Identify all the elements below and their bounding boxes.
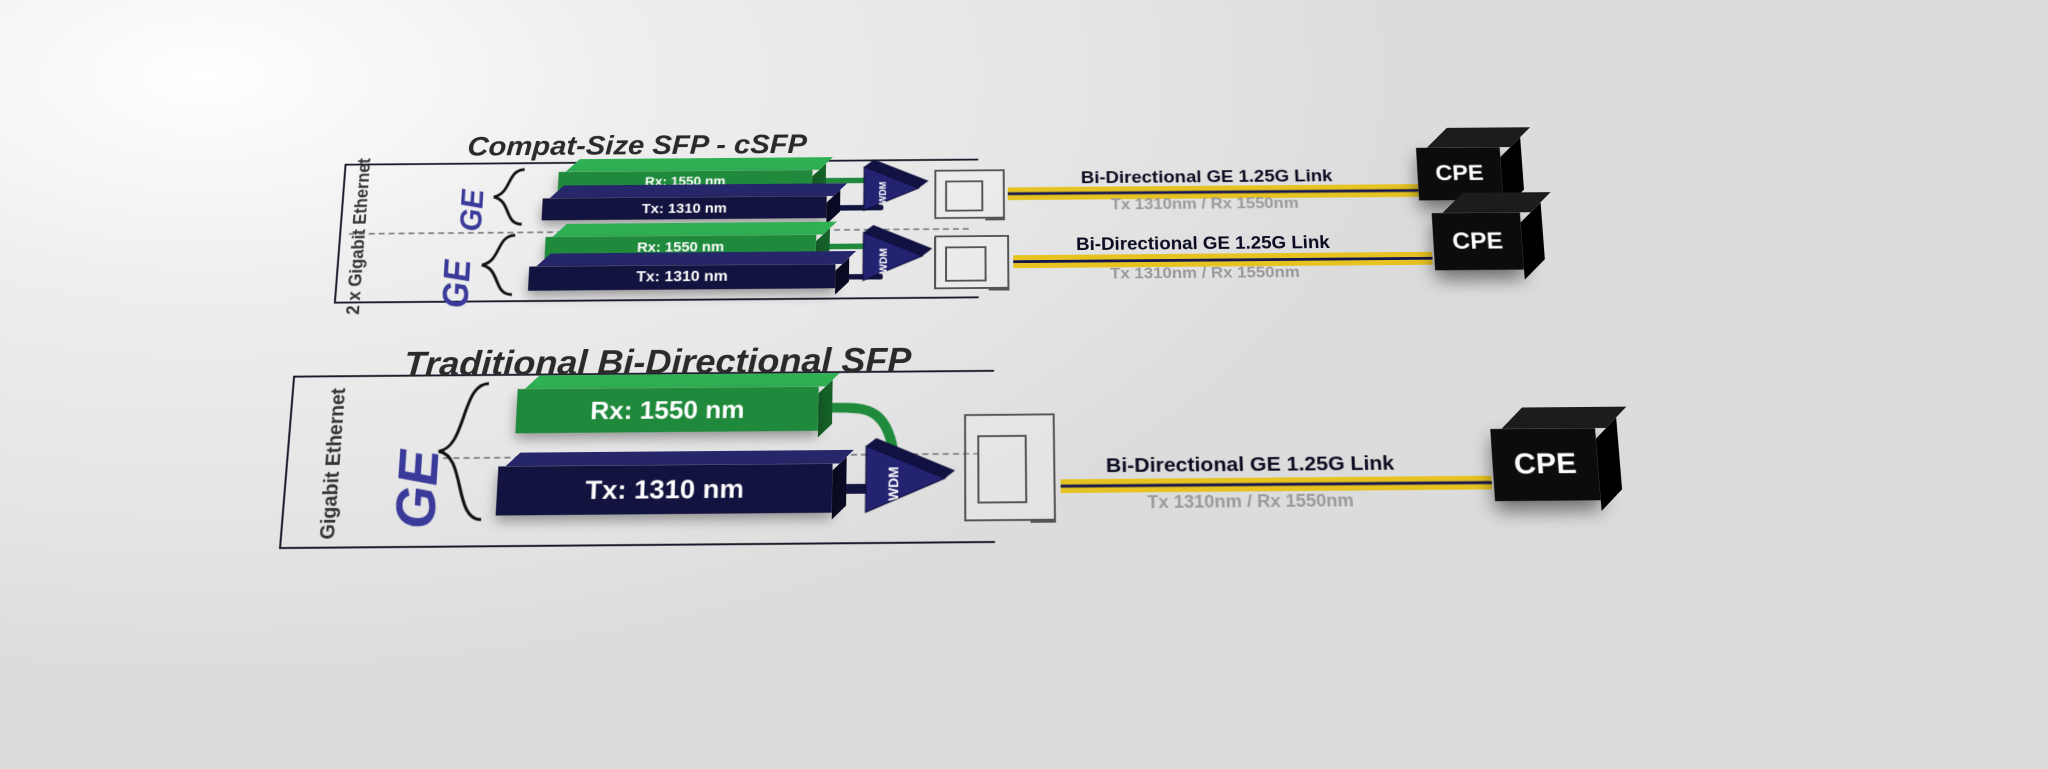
bar-label: Tx: 1310 nm xyxy=(542,196,827,220)
fiber-connector xyxy=(964,413,1056,521)
transceiver-bar: Tx: 1310 nm xyxy=(496,463,833,515)
cpe-label: CPE xyxy=(1490,428,1601,501)
transceiver-bar: Tx: 1310 nm xyxy=(542,196,827,220)
bar-label: Tx: 1310 nm xyxy=(528,264,835,291)
wdm-label: WDM xyxy=(878,181,889,204)
panel-title: Compat-Size SFP - cSFP xyxy=(467,129,808,162)
wdm-prism: WDM xyxy=(867,445,947,522)
cpe-box: CPE xyxy=(1432,212,1524,270)
wdm-prism: WDM xyxy=(865,231,925,289)
link-subtitle: Tx 1310nm / Rx 1550nm xyxy=(1147,490,1354,512)
cpe-label: CPE xyxy=(1432,212,1524,270)
transceiver-bar: Rx: 1550 nm xyxy=(515,386,818,433)
panel-title: Traditional Bi-Directional SFP xyxy=(403,340,912,384)
link-title: Bi-Directional GE 1.25G Link xyxy=(1076,233,1330,255)
csfp-panel: Compat-Size SFP - cSFP2 x Gigabit Ethern… xyxy=(277,138,1768,325)
ge-label: GE xyxy=(435,259,480,308)
wdm-label: WDM xyxy=(878,248,890,274)
bar-label: Rx: 1550 nm xyxy=(515,386,818,433)
fiber-connector xyxy=(934,169,1005,219)
fiber-connector xyxy=(934,234,1009,288)
cpe-box: CPE xyxy=(1490,428,1601,501)
traditional-panel: Traditional Bi-Directional SFPGigabit Et… xyxy=(257,350,1793,567)
ge-label: GE xyxy=(452,189,491,232)
link-title: Bi-Directional GE 1.25G Link xyxy=(1081,166,1333,188)
link-subtitle: Tx 1310nm / Rx 1550nm xyxy=(1110,263,1300,283)
transceiver-bar: Tx: 1310 nm xyxy=(528,264,835,291)
bar-label: Tx: 1310 nm xyxy=(496,463,833,515)
link-title: Bi-Directional GE 1.25G Link xyxy=(1106,452,1395,478)
wdm-prism: WDM xyxy=(866,166,921,219)
link-subtitle: Tx 1310nm / Rx 1550nm xyxy=(1111,194,1299,214)
wdm-label: WDM xyxy=(885,466,901,500)
